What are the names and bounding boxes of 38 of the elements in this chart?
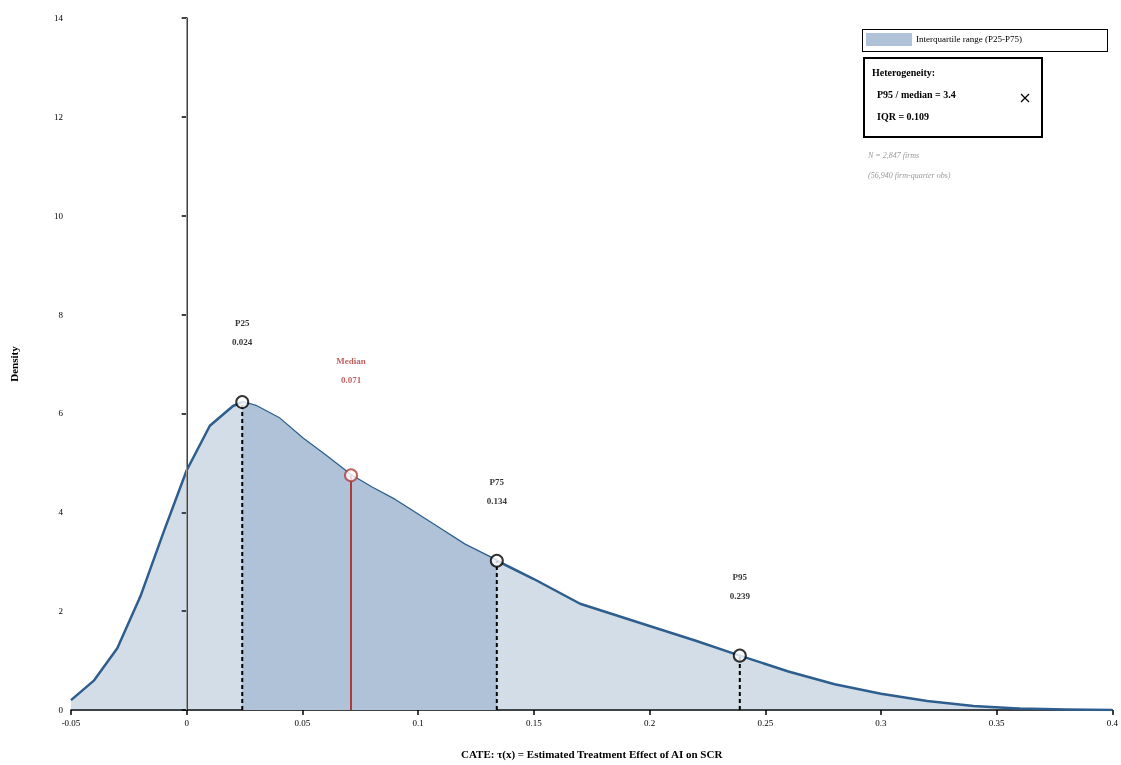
- y-tick-label: 8: [58, 309, 64, 320]
- y-tick-label: 14: [54, 13, 64, 23]
- x-tick-label: 0.35: [988, 717, 1006, 728]
- y-tick-label: 0: [58, 705, 64, 715]
- point: [344, 468, 359, 483]
- text: Interquartile range (P25-P75): [916, 34, 1022, 44]
- annotation: IQR = 0.109: [877, 111, 930, 122]
- y-tick-label: 4: [58, 507, 64, 518]
- annotation: Median: [336, 356, 366, 367]
- annotation: Heterogeneity:: [872, 67, 936, 78]
- x-tick-label: 0.2: [643, 717, 656, 728]
- x-tick-label: 0: [184, 717, 190, 728]
- annotation: P95 / median = 3.4: [877, 89, 956, 100]
- annotation: P75: [489, 476, 505, 487]
- x-tick-label: 0.25: [757, 717, 774, 728]
- annotation: P25: [235, 318, 250, 329]
- annotation: 0.071: [340, 375, 362, 386]
- annotation: P95: [732, 571, 748, 582]
- annotation: 0.239: [729, 590, 751, 601]
- point: [235, 395, 250, 410]
- point: [732, 648, 747, 663]
- x-tick-label: 0.05: [294, 717, 311, 728]
- annotation: 0.024: [232, 337, 253, 348]
- x-tick-label: 0.1: [412, 717, 424, 728]
- annotation: N = 2,847 firms: [868, 150, 921, 162]
- y-tick-label: 2: [58, 606, 63, 617]
- annotation: (56,940 firm-quarter obs): [868, 170, 951, 182]
- annotation: 0.134: [486, 495, 508, 506]
- x-axis-title: CATE: τ(x) = Estimated Treatment Effect of AI on SCR: [461, 747, 724, 761]
- x-tick-label: 0.15: [525, 717, 543, 728]
- x-tick-label: 0.4: [1106, 717, 1119, 728]
- x-tick-label: -0.05: [61, 717, 81, 728]
- point: [489, 553, 504, 568]
- y-tick-label: 12: [54, 111, 63, 122]
- y-tick-label: 6: [58, 408, 64, 419]
- y-axis-title: Density: [7, 345, 20, 382]
- y-tick-label: 10: [54, 210, 64, 221]
- x-tick-label: 0.3: [875, 717, 888, 728]
